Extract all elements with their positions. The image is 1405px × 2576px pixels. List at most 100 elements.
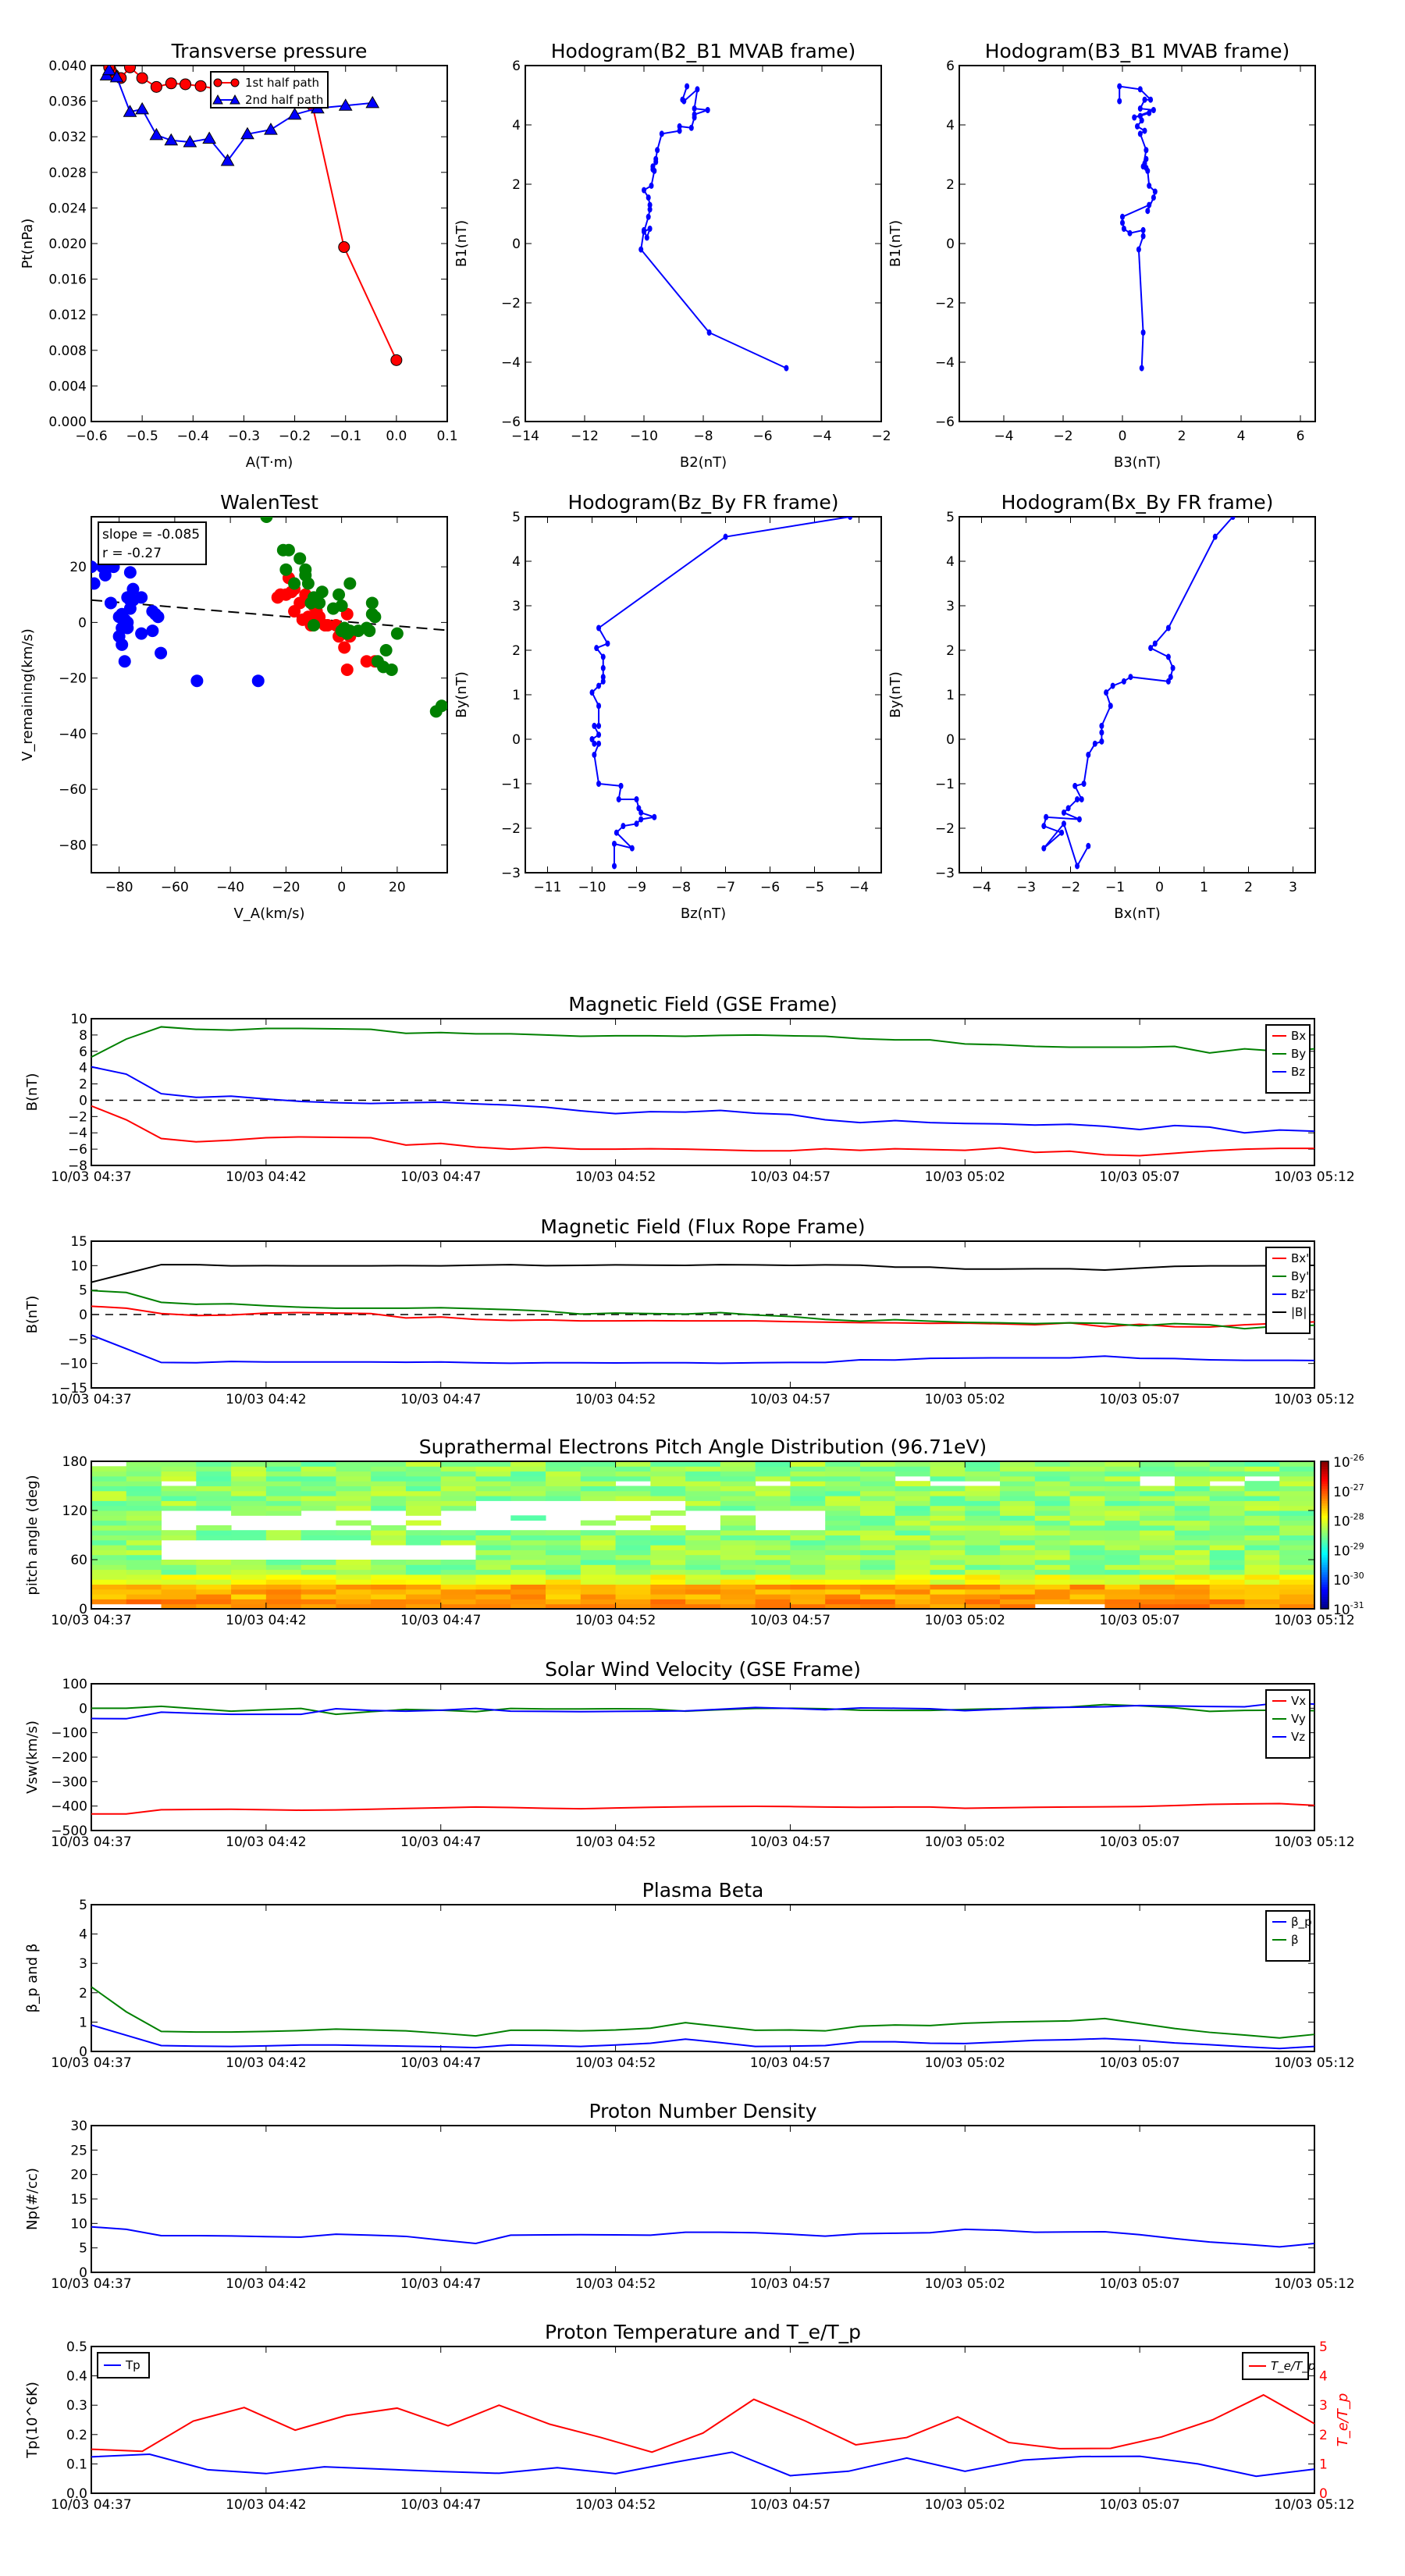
scatter-point-blue [123, 566, 137, 579]
heatmap-cell [790, 1574, 826, 1580]
heatmap-cell [930, 1569, 966, 1575]
heatmap-cell [371, 1539, 407, 1546]
heatmap-cell [1140, 1554, 1176, 1560]
heatmap-cell [859, 1545, 896, 1550]
heatmap-cell [231, 1535, 267, 1541]
heatmap-cell [1174, 1505, 1211, 1511]
heatmap-cell [91, 1594, 127, 1599]
y-tick-label: −15 [59, 1381, 87, 1397]
heatmap-cell [685, 1574, 721, 1580]
legend-marker [230, 78, 240, 87]
heatmap-cell [650, 1589, 686, 1595]
heatmap-cell [965, 1530, 1001, 1535]
data-point [202, 131, 216, 144]
heatmap-cell [1069, 1510, 1105, 1516]
x-tick-label: 10/03 04:57 [750, 2055, 831, 2071]
heatmap-cell [825, 1496, 861, 1501]
heatmap-cell [196, 1594, 232, 1599]
x-tick-label: 10/03 04:37 [51, 2055, 131, 2071]
heatmap-cell [615, 1594, 651, 1599]
heatmap-cell [1279, 1475, 1315, 1482]
walen-frame [91, 516, 448, 873]
heatmap-cell [1140, 1603, 1176, 1610]
heatmap-cell [685, 1569, 721, 1575]
heatmap-cell [265, 1560, 302, 1565]
heatmap-cell [405, 1496, 442, 1501]
heatmap-cell [161, 1496, 197, 1501]
heatmap-cell [1209, 1535, 1245, 1541]
heatmap-cell [720, 1520, 756, 1526]
heatmap-cell [615, 1579, 651, 1585]
heatmap-cell [1140, 1594, 1176, 1599]
heatmap-cell [1244, 1564, 1280, 1571]
heatmap-cell [91, 1550, 127, 1556]
heatmap-cell [336, 1500, 372, 1507]
heatmap-cell [126, 1471, 162, 1477]
heatmap-cell [1279, 1505, 1315, 1511]
heatmap-cell [859, 1594, 896, 1599]
heatmap-cell [336, 1599, 372, 1605]
data-point [1140, 329, 1146, 336]
heatmap-cell [91, 1481, 127, 1486]
heatmap-cell [615, 1545, 651, 1550]
heatmap-cell [1000, 1510, 1036, 1516]
heatmap-cell [1000, 1589, 1036, 1595]
data-point [1140, 233, 1146, 240]
heatmap-cell [755, 1485, 791, 1492]
y-tick-label-right: 0 [1319, 2486, 1328, 2502]
x-tick-label: 10/03 04:42 [226, 1613, 306, 1628]
heatmap-cell [475, 1490, 511, 1496]
heatmap-cell [930, 1545, 966, 1550]
heatmap-cell [405, 1481, 442, 1486]
heatmap-cell [685, 1584, 721, 1590]
scatter-point-green [308, 618, 320, 632]
heatmap-cell [720, 1574, 756, 1580]
heatmap-cell [1034, 1475, 1071, 1482]
heatmap-cell [265, 1505, 302, 1511]
heatmap-cell [1000, 1481, 1036, 1486]
series-line-|B| [91, 1264, 1315, 1283]
heatmap-cell [1244, 1560, 1280, 1565]
heatmap-cell [1279, 1500, 1315, 1507]
heatmap-cell [1104, 1461, 1140, 1467]
legend-right: T_e/T_p [1242, 2352, 1315, 2380]
heatmap-cell [1244, 1539, 1280, 1546]
y-axis-label: Vsw(km/s) [24, 1720, 41, 1794]
x-tick-label: 10/03 05:07 [1099, 1834, 1179, 1850]
heatmap-cell [1279, 1589, 1315, 1595]
x-axis-label: Bz(nT) [681, 906, 726, 922]
colorbar-base: 10 [1333, 1455, 1350, 1471]
heatmap-cell [440, 1539, 476, 1546]
heatmap-cell [720, 1584, 756, 1590]
data-point [1142, 127, 1147, 134]
heatmap-cell [1000, 1520, 1036, 1526]
heatmap-cell [196, 1475, 232, 1482]
x-tick-label: −0.4 [177, 429, 209, 444]
scatter-point-green [313, 596, 326, 610]
heatmap-cell [965, 1550, 1001, 1556]
data-point [680, 96, 685, 103]
scatter-point-blue [123, 602, 137, 615]
heatmap-cell [301, 1485, 336, 1492]
heatmap-cell [580, 1574, 617, 1580]
data-point [612, 863, 617, 870]
heatmap-cell [1069, 1550, 1105, 1556]
data-point [1168, 674, 1173, 681]
heatmap-cell [1104, 1530, 1140, 1535]
y-tick-label: 0.012 [48, 308, 87, 323]
scatter-point-green [293, 552, 307, 565]
y-tick-label: −100 [51, 1726, 87, 1742]
heatmap-cell [1000, 1584, 1036, 1590]
heatmap-cell [650, 1490, 686, 1496]
y-tick-label: 1 [946, 688, 955, 703]
heatmap-cell [580, 1564, 617, 1571]
heatmap-cell [930, 1579, 966, 1585]
data-point [109, 69, 124, 83]
heatmap-cell [825, 1589, 861, 1595]
data-point [1044, 813, 1049, 820]
heatmap-cell [1140, 1505, 1176, 1511]
heatmap-cell [1279, 1545, 1315, 1550]
x-tick-label: 4 [1237, 429, 1246, 444]
heatmap-cell [755, 1539, 791, 1546]
x-tick-label: 10/03 04:42 [226, 1169, 306, 1185]
